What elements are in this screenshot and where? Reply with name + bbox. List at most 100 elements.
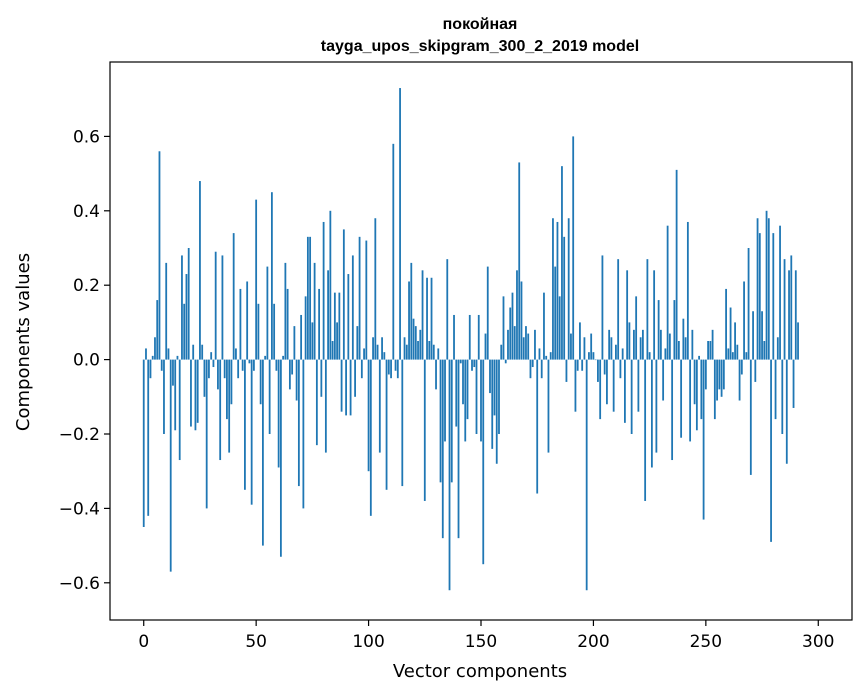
bar-22 — [192, 344, 195, 360]
bar-118 — [408, 281, 410, 360]
bar-56 — [268, 359, 271, 434]
bar-140 — [457, 359, 460, 539]
bar-215 — [626, 270, 629, 360]
bar-135 — [446, 259, 449, 360]
bar-239 — [680, 359, 683, 438]
bar-11 — [167, 348, 170, 360]
bar-187 — [563, 236, 566, 360]
bar-59 — [275, 359, 278, 371]
bar-146 — [471, 359, 473, 371]
bar-40 — [232, 233, 235, 360]
bar-10 — [165, 262, 168, 360]
bar-181 — [549, 352, 552, 360]
bar-143 — [464, 359, 467, 442]
bar-286 — [785, 359, 788, 464]
bar-27 — [203, 359, 206, 397]
bar-197 — [585, 359, 588, 591]
bar-67 — [293, 326, 296, 360]
bar-160 — [502, 296, 505, 360]
bar-76 — [313, 262, 316, 360]
bar-104 — [376, 344, 379, 360]
bar-127 — [428, 341, 431, 360]
bar-204 — [601, 255, 604, 360]
bar-93 — [351, 255, 354, 360]
bar-276 — [763, 341, 766, 360]
bar-186 — [561, 166, 563, 360]
bar-12 — [169, 359, 172, 572]
bar-228 — [655, 359, 658, 453]
bar-18 — [183, 303, 186, 360]
bar-35 — [221, 255, 224, 360]
bar-47 — [248, 359, 251, 364]
bar-275 — [761, 311, 763, 360]
bar-81 — [324, 359, 327, 453]
x-tick-label: 50 — [245, 632, 267, 652]
bar-261 — [729, 307, 732, 360]
bar-69 — [297, 359, 300, 487]
bar-96 — [358, 236, 361, 360]
bar-180 — [547, 359, 550, 453]
bar-52 — [259, 359, 262, 405]
bar-51 — [257, 303, 260, 360]
bar-105 — [378, 359, 381, 453]
bar-270 — [749, 359, 752, 475]
bar-125 — [423, 359, 426, 501]
bar-205 — [603, 359, 606, 375]
bar-234 — [668, 333, 671, 360]
bar-61 — [279, 359, 282, 557]
bar-194 — [579, 322, 581, 360]
bar-129 — [432, 344, 435, 360]
bar-161 — [504, 359, 507, 364]
bar-112 — [394, 359, 397, 371]
bar-190 — [570, 333, 572, 360]
bar-214 — [624, 359, 626, 423]
bar-115 — [401, 359, 404, 487]
bar-166 — [516, 270, 518, 360]
y-axis-ticks: −0.6 −0.4 −0.2 0.0 0.2 0.4 0.6 — [59, 127, 110, 594]
bar-262 — [731, 352, 734, 360]
bar-117 — [405, 344, 408, 360]
bar-91 — [347, 274, 350, 360]
bar-156 — [493, 359, 496, 416]
bar-124 — [421, 270, 424, 360]
bar-29 — [208, 359, 210, 379]
bar-208 — [610, 337, 613, 360]
bar-49 — [253, 359, 255, 371]
bar-100 — [367, 359, 370, 472]
bar-248 — [700, 359, 703, 420]
x-tick-label: 100 — [352, 632, 384, 652]
bar-193 — [576, 359, 579, 371]
bar-95 — [356, 326, 359, 360]
bar-41 — [235, 348, 237, 360]
bar-212 — [619, 359, 622, 379]
bar-169 — [522, 337, 525, 360]
bar-7 — [158, 151, 161, 360]
bar-223 — [644, 359, 647, 501]
bar-177 — [540, 359, 543, 379]
bar-19 — [185, 274, 188, 360]
bar-62 — [282, 355, 285, 360]
bar-85 — [333, 292, 336, 360]
bar-30 — [210, 352, 213, 360]
bar-220 — [637, 359, 640, 412]
bar-243 — [689, 359, 692, 442]
bar-269 — [747, 248, 750, 360]
bar-54 — [264, 355, 267, 360]
bar-157 — [495, 359, 498, 464]
bar-42 — [237, 359, 240, 379]
bar-224 — [646, 259, 649, 360]
bar-128 — [430, 277, 433, 360]
bar-74 — [309, 236, 312, 360]
bar-123 — [419, 329, 422, 360]
bar-103 — [374, 218, 377, 360]
bar-172 — [529, 359, 532, 379]
bar-46 — [246, 281, 249, 360]
y-tick-label: 0.2 — [73, 276, 100, 296]
bar-21 — [190, 359, 192, 427]
bar-241 — [684, 337, 687, 360]
bar-189 — [567, 218, 570, 360]
x-axis-ticks: 0 50 100 150 200 250 300 — [138, 620, 834, 652]
bar-263 — [734, 322, 736, 360]
bar-94 — [354, 359, 356, 397]
bar-238 — [677, 341, 680, 360]
